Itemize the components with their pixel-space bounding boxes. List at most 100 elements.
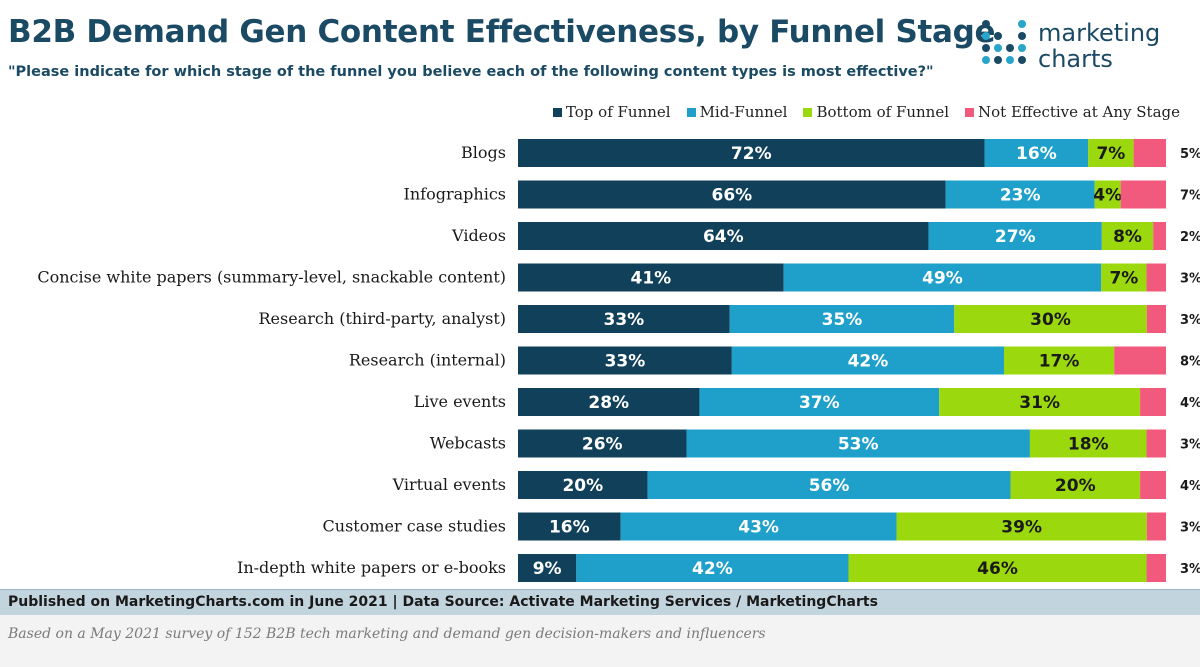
logo-dots-icon: [982, 20, 1026, 64]
bar-segment: [783, 263, 1102, 292]
bar-segment: [518, 263, 784, 292]
bar-segment: [518, 471, 648, 499]
data-label: 42%: [692, 559, 733, 579]
bar-segment: [928, 222, 1102, 250]
bar-segment: [1146, 554, 1166, 582]
source-footer: Published on MarketingCharts.com in June…: [0, 589, 1200, 615]
bar-segment: [1010, 471, 1141, 499]
legend-item: Top of Funnel: [552, 103, 671, 121]
data-label: 3%: [1180, 313, 1200, 328]
bar-segment: [1153, 222, 1166, 250]
data-label: 33%: [604, 310, 645, 330]
category-label: Live events: [414, 392, 506, 411]
category-label: Videos: [451, 226, 506, 245]
bar-segment: [1094, 180, 1121, 209]
data-label: 41%: [630, 269, 671, 289]
chart-subtitle: "Please indicate for which stage of the …: [8, 64, 934, 80]
bar-segment: [1088, 139, 1134, 167]
data-label: 42%: [848, 352, 889, 372]
logo-line-1: marketing: [1038, 19, 1161, 47]
bar-segment: [984, 139, 1089, 167]
data-label: 8%: [1113, 227, 1142, 247]
bar-segment: [954, 305, 1147, 333]
legend-swatch: [965, 107, 975, 117]
data-label: 23%: [1000, 186, 1041, 206]
bar-segment: [518, 554, 577, 582]
category-label: Concise white papers (summary-level, sna…: [37, 268, 506, 287]
bar-segment: [518, 388, 700, 416]
data-label: 43%: [738, 518, 779, 538]
bar-segment: [686, 429, 1030, 458]
marketingcharts-logo: marketing charts: [980, 18, 1195, 80]
bar-segment: [729, 305, 955, 333]
data-label: 3%: [1180, 438, 1200, 453]
category-label: Customer case studies: [323, 517, 506, 536]
data-label: 26%: [582, 435, 623, 455]
chart-legend: Top of Funnel Mid-Funnel Bottom of Funne…: [520, 103, 1180, 121]
chart-title: B2B Demand Gen Content Effectiveness, by…: [8, 14, 996, 50]
category-label: Webcasts: [430, 434, 506, 453]
data-label: 8%: [1180, 355, 1200, 370]
category-label: Research (internal): [349, 351, 506, 370]
bar-segment: [1101, 222, 1154, 250]
bar-segment: [848, 554, 1147, 582]
data-label: 16%: [549, 518, 590, 538]
bar-segment: [647, 471, 1011, 499]
bar-segment: [620, 512, 897, 541]
legend-label: Mid-Funnel: [699, 103, 788, 121]
data-label: 5%: [1180, 147, 1200, 162]
bar-segment: [1101, 263, 1147, 292]
data-label: 7%: [1180, 189, 1200, 204]
bar-segment: [518, 180, 946, 209]
data-label: 30%: [1030, 310, 1071, 330]
category-label: Blogs: [461, 143, 506, 162]
category-label: Research (third-party, analyst): [259, 309, 507, 328]
bar-segment: [699, 388, 940, 416]
legend-label: Top of Funnel: [565, 103, 671, 121]
bar-segment: [518, 512, 621, 541]
survey-note-band: Based on a May 2021 survey of 152 B2B te…: [0, 615, 1200, 667]
data-label: 28%: [588, 393, 629, 413]
bar-segment: [1029, 429, 1147, 458]
data-label: 37%: [799, 393, 840, 413]
legend-item: Not Effective at Any Stage: [965, 103, 1180, 121]
data-label: 64%: [703, 227, 744, 247]
data-label: 66%: [711, 186, 752, 206]
data-label: 9%: [533, 559, 562, 579]
category-label: In-depth white papers or e-books: [237, 558, 506, 577]
bar-segment: [1146, 429, 1166, 458]
data-label: 17%: [1039, 352, 1080, 372]
bar-segment: [1004, 346, 1115, 375]
data-label: 3%: [1180, 521, 1200, 536]
data-label: 2%: [1180, 230, 1200, 245]
source-text: Published on MarketingCharts.com in June…: [8, 594, 878, 610]
bar-segment: [731, 346, 1004, 375]
data-label: 27%: [995, 227, 1036, 247]
legend-label: Bottom of Funnel: [816, 103, 950, 121]
bar-segment: [1120, 180, 1166, 209]
data-label: 18%: [1068, 435, 1109, 455]
data-label: 4%: [1180, 479, 1200, 494]
bar-segment: [518, 429, 687, 458]
data-label: 46%: [977, 559, 1018, 579]
bar-segment: [1114, 346, 1166, 375]
stacked-bar-chart: Blogs 72% 16% 7% 5% Infographics 66% 23% 4% 7% Vid…: [37, 139, 1200, 582]
survey-note: Based on a May 2021 survey of 152 B2B te…: [8, 626, 766, 642]
data-label: 20%: [562, 476, 603, 496]
data-label: 35%: [822, 310, 863, 330]
bar-segment: [945, 180, 1095, 209]
legend-item: Bottom of Funnel: [803, 103, 949, 121]
bar-segment: [1146, 305, 1166, 333]
data-label: 3%: [1180, 562, 1200, 577]
bar-segment: [1140, 388, 1166, 416]
bar-segment: [518, 305, 730, 333]
legend-swatch: [686, 107, 696, 117]
bar-segment: [518, 222, 929, 250]
category-label: Virtual events: [392, 475, 506, 494]
data-label: 4%: [1180, 396, 1200, 411]
bar-segment: [1146, 512, 1166, 541]
data-label: 7%: [1109, 269, 1138, 289]
legend-swatch: [552, 107, 562, 117]
bar-segment: [1133, 139, 1166, 167]
data-label: 49%: [922, 269, 963, 289]
